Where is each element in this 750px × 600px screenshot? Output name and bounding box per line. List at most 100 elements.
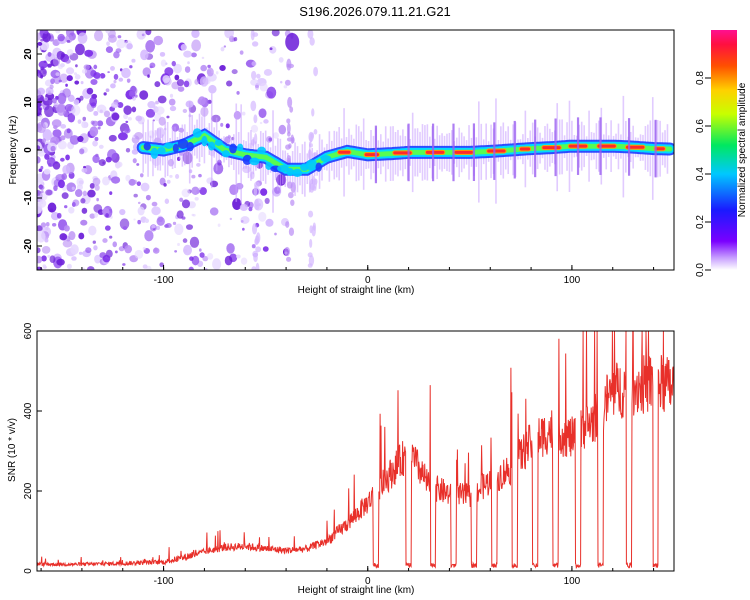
spectrogram-noise-blob [60,135,66,141]
spectrogram-noise-blob [169,174,173,178]
spectrogram-noise-blob [175,174,180,179]
spectrogram-noise-blob [42,138,47,143]
spectrogram-noise-blob [136,163,140,166]
spectrogram-noise-blob [129,65,133,69]
spectrogram-noise-blob [123,105,132,115]
spectrogram-noise-blob [128,90,136,97]
spectrogram-noise-blob [90,79,98,86]
spectrogram-noise-blob [47,202,57,213]
spectrogram-noise-blob [202,255,209,262]
spectrogram-noise-blob [171,60,176,67]
spectrogram-noise-blob [57,179,65,189]
spectrogram-noise-blob [172,221,177,226]
spectrogram-noise-blob [65,67,75,75]
spectrogram-noise-blob [174,74,180,81]
spectrogram-noise-blob [77,32,88,44]
spectrogram-noise-blob [142,67,151,77]
spectrogram-noise-blob [50,212,60,221]
spectrogram-ridge-blob [177,138,189,150]
spectrogram-noise-blob [262,246,269,252]
spectrogram-noise-blob [181,199,191,209]
spectrogram-noise-blob [283,85,288,89]
spectrogram-noise-blob [47,254,51,258]
spectrogram-noise-blob [153,35,164,46]
spectrogram-noise-blob [92,177,101,186]
spectrogram-core-segment [425,150,445,154]
figure-title: S196.2026.079.11.21.G21 [299,4,451,19]
spectrogram-noise-blob [67,94,75,103]
spectrogram-noise-blob [93,204,103,213]
spectrogram-noise-blob [215,71,219,75]
spectrogram-core-segment [393,151,412,155]
spectrogram-noise-blob [69,135,80,145]
spectrogram-noise-blob [236,91,240,95]
spectrogram-noise-blob [50,78,55,85]
spectrogram-streak-blob [290,199,295,207]
spectrogram-noise-blob [92,154,100,164]
spectrogram-noise-blob [260,188,268,196]
spectrogram-noise-blob [122,263,126,266]
spectrogram-streak-blob [253,184,258,197]
spectrogram-noise-blob [199,76,209,87]
spectrogram-noise-blob [137,219,141,225]
spectrogram-streak-blob [308,131,314,142]
spectrogram-noise-blob [98,159,106,167]
spectrogram-noise-blob [45,221,50,227]
spectrogram-noise-blob [66,75,73,82]
spectrogram-streak-blob [288,63,295,69]
spectrogram-noise-blob [111,176,121,184]
spectrogram-y-tick-label: 20 [23,48,34,60]
spectrogram-noise-blob [52,129,62,138]
spectrogram-noise-blob [92,140,98,147]
spectrogram-noise-blob [240,216,250,224]
spectrogram-noise-blob [206,253,214,260]
spectrogram-noise-blob [105,213,109,218]
spectrogram-x-tick-label: 100 [564,275,581,286]
spectrogram-ridge-blob [249,157,260,166]
spectrogram-noise-blob [40,222,47,228]
spectrogram-noise-blob [240,257,248,265]
spectrogram-noise-blob [44,105,54,117]
spectrogram-noise-blob [251,41,259,47]
spectrogram-noise-blob [182,108,188,114]
spectrogram-noise-blob [176,210,184,219]
spectrogram-streak-blob [286,256,292,262]
spectrogram-noise-blob [41,245,51,254]
spectrogram-noise-blob [75,64,78,68]
spectrogram-noise-blob [133,179,138,185]
spectrogram-noise-blob [224,30,235,39]
spectrogram-noise-blob [131,58,136,63]
spectrogram-noise-blob [41,255,47,262]
colorbar: 0.0 0.2 0.4 0.6 0.8 Normalized spectral ampl… [695,30,748,277]
spectrogram-noise-blob [37,145,41,151]
spectrogram-noise-blob [183,50,192,58]
spectrogram-noise-blob [264,197,270,205]
spectrogram-noise-blob [76,177,84,187]
spectrogram-noise-blob [217,223,221,227]
spectrogram-noise-blob [37,156,41,164]
spectrogram-noise-blob [93,212,99,218]
spectrogram-noise-blob [204,267,208,270]
spectrogram-y-tick-label: -20 [23,238,34,253]
spectrogram-noise-blob [37,114,44,122]
spectrogram-noise-blob [38,60,48,69]
spectrogram-noise-blob [126,78,131,83]
spectrogram-noise-blob [89,182,95,189]
spectrogram-streak-blob [309,37,315,46]
spectrogram-noise-blob [139,173,144,178]
colorbar-tick-label: 0.6 [695,119,706,133]
spectrogram-noise-blob [43,96,49,102]
spectrogram-streak-blob [255,262,260,270]
spectrogram-noise-blob [109,235,113,239]
spectrogram-noise-blob [110,65,115,71]
spectrogram-noise-blob [37,230,46,243]
spectrogram-ridge-blob [157,147,166,155]
spectrogram-streak-blob [313,178,317,189]
spectrogram-noise-blob [259,121,263,125]
spectrogram-noise-blob [137,201,141,205]
spectrogram-ridge-blob [292,168,303,178]
spectrogram-noise-blob [144,218,150,224]
spectrogram-noise-blob [119,209,126,216]
spectrogram-noise-blob [42,129,52,141]
